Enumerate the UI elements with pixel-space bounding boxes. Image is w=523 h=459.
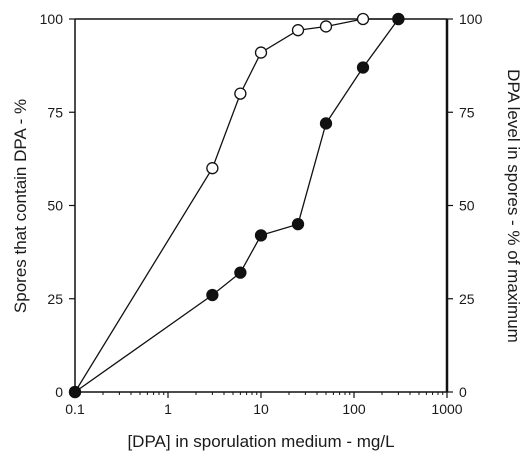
open-point [206,162,219,175]
filled-point [319,117,333,130]
x-tick-label: 1000 [431,401,462,417]
filled-point [291,217,305,231]
series-line-2 [74,18,399,393]
x-tick-label: 100 [342,401,366,417]
series-line-1 [74,18,399,393]
y2-tick-label: 50 [459,198,475,214]
y-tick-label: 75 [47,104,63,120]
y2-axis-title: DPA level in spores - % of maximum [504,69,523,343]
filled-point [392,12,405,26]
filled-point [356,61,370,74]
x-tick-label: 10 [253,401,269,417]
y-tick-label: 100 [40,11,64,27]
filled-point [68,385,82,399]
x-axis-title: [DPA] in sporulation medium - mg/L [127,432,394,451]
y2-tick-label: 25 [459,291,475,307]
data-markers [68,12,405,399]
filled-point [206,288,219,302]
open-point [254,46,268,59]
y2-tick-label: 0 [459,384,467,400]
y-tick-label: 0 [55,384,63,400]
x-tick-label: 1 [164,401,172,417]
filled-point [254,229,268,242]
y-axis-title: Spores that contain DPA - % [11,99,30,313]
open-point [234,87,247,100]
y-tick-label: 25 [47,291,63,307]
series-lines [74,18,399,393]
open-point [319,20,333,33]
open-point [356,12,370,26]
x-tick-label: 0.1 [65,401,85,417]
y2-tick-label: 100 [459,11,483,27]
open-point [291,24,305,37]
filled-point [234,266,247,279]
y-tick-label: 50 [47,198,63,214]
plot-frame [74,18,449,393]
y2-tick-label: 75 [459,104,475,120]
